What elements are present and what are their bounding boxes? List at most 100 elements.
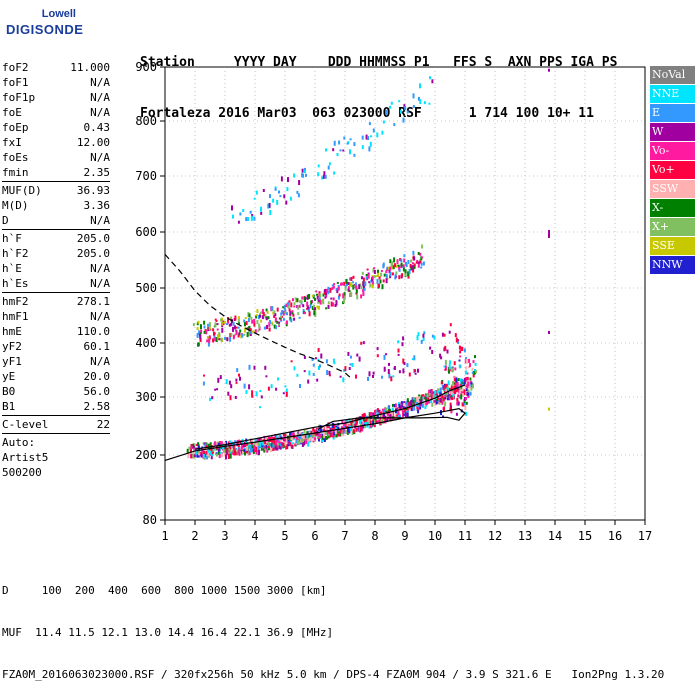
echo-2f-layer xyxy=(208,338,211,344)
param-value: 278.1 xyxy=(76,295,110,308)
echo-2f-layer xyxy=(230,333,233,337)
echo-f-cusp xyxy=(466,377,469,380)
echo-3f-layer xyxy=(249,210,252,214)
echo-f-cusp xyxy=(451,397,454,400)
echo-f-layer xyxy=(235,451,238,456)
echo-f-cusp xyxy=(463,348,466,353)
param-row: foE N/A xyxy=(2,105,110,120)
echo-spread-f xyxy=(225,379,228,385)
echo-spread-f xyxy=(403,362,406,365)
echo-f-layer xyxy=(386,418,389,422)
echo-f-layer xyxy=(375,420,378,423)
legend-item: E xyxy=(650,104,695,122)
echo-3f-layer xyxy=(412,105,415,108)
echo-2f-layer xyxy=(336,290,339,294)
param-value: N/A xyxy=(90,76,110,89)
echo-2f-layer xyxy=(205,330,208,335)
echo-f-layer xyxy=(388,408,391,413)
echo-2f-layer xyxy=(234,325,236,330)
echo-spread-f xyxy=(390,376,393,382)
echo-2f-layer xyxy=(197,342,200,347)
echo-f-layer xyxy=(419,406,422,410)
echo-f-cusp xyxy=(469,363,471,368)
echo-3f-layer xyxy=(301,168,304,173)
echo-2f-layer xyxy=(228,323,231,327)
echo-f-cusp xyxy=(449,360,451,365)
echo-f-cusp xyxy=(474,355,476,359)
param-name: B0 xyxy=(2,385,16,398)
echo-f-layer xyxy=(270,448,273,453)
echo-f-layer xyxy=(463,390,466,395)
echo-spread-f xyxy=(443,365,446,368)
echo-3f-layer xyxy=(323,171,326,177)
echo-f-layer xyxy=(266,443,269,446)
echo-2f-layer xyxy=(385,270,388,274)
param-row: h`F 205.0 xyxy=(2,231,110,246)
echo-2f-layer xyxy=(336,281,339,284)
echo-spread-f xyxy=(344,366,347,372)
echo-3f-layer xyxy=(346,142,349,145)
y-tick-label: 800 xyxy=(135,114,157,128)
echo-3f-layer xyxy=(260,206,262,212)
echo-f-layer xyxy=(376,412,379,416)
echo-3f-layer xyxy=(250,215,253,221)
echo-2f-layer xyxy=(327,301,330,305)
echo-point xyxy=(548,331,550,334)
param-row: D N/A xyxy=(2,213,110,228)
echo-f-cusp xyxy=(458,345,461,350)
echo-f-layer xyxy=(435,390,438,394)
echo-2f-layer xyxy=(378,276,381,280)
echo-2f-layer xyxy=(350,291,353,297)
echo-2f-layer xyxy=(419,252,422,256)
echo-f-layer xyxy=(202,453,205,458)
echo-3f-layer xyxy=(393,123,396,127)
echo-f-layer xyxy=(403,401,406,404)
echo-f-layer xyxy=(229,453,232,459)
echo-f-layer xyxy=(284,441,287,446)
echo-spread-f xyxy=(350,355,352,359)
echo-f-layer xyxy=(206,455,209,460)
echo-spread-f xyxy=(284,385,287,388)
echo-2f-layer xyxy=(330,297,333,300)
echo-3f-layer xyxy=(245,217,248,222)
echo-f-layer xyxy=(219,452,222,457)
echo-2f-layer xyxy=(375,275,378,278)
legend-item: NNE xyxy=(650,85,695,103)
echo-2f-layer xyxy=(222,320,225,323)
echo-3f-layer xyxy=(431,79,434,84)
echo-f-layer xyxy=(360,425,362,431)
echo-2f-layer xyxy=(275,325,278,330)
echo-2f-layer xyxy=(382,264,385,269)
param-name: h`F xyxy=(2,232,22,245)
echo-f-layer xyxy=(363,418,366,422)
echo-2f-layer xyxy=(318,299,321,302)
param-name: foE xyxy=(2,106,22,119)
echo-f-layer xyxy=(461,388,464,392)
echo-3f-layer xyxy=(400,109,402,114)
echo-f-layer xyxy=(270,446,273,448)
echo-f-layer xyxy=(421,394,424,399)
echo-2f-layer xyxy=(355,285,358,290)
echo-f-cusp xyxy=(455,412,458,416)
x-tick-label: 6 xyxy=(311,529,318,543)
echo-f-cusp xyxy=(441,400,444,405)
echo-f-layer xyxy=(334,430,337,435)
param-name: foF1p xyxy=(2,91,36,104)
echo-spread-f xyxy=(401,342,404,347)
echo-3f-layer xyxy=(317,164,320,168)
echo-f-layer xyxy=(328,430,331,436)
echo-3f-layer xyxy=(297,193,300,198)
echo-2f-layer xyxy=(306,305,309,310)
echo-3f-layer xyxy=(276,199,279,205)
echo-f-layer xyxy=(424,393,426,396)
echo-2f-layer xyxy=(304,297,307,300)
echo-f-layer xyxy=(402,412,404,417)
echo-f-layer xyxy=(307,439,310,442)
param-value: N/A xyxy=(90,91,110,104)
echo-f-layer xyxy=(406,402,409,408)
echo-spread-f xyxy=(347,351,350,356)
echo-2f-layer xyxy=(308,294,311,299)
echo-f-layer xyxy=(430,389,433,392)
echo-2f-layer xyxy=(362,289,365,292)
echo-f-layer xyxy=(216,453,218,457)
